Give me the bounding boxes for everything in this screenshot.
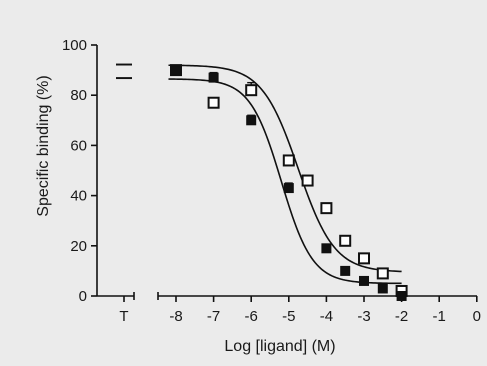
fit-curves xyxy=(168,64,402,285)
x-tick-label: -6 xyxy=(245,308,258,325)
fit-curve-series-1 xyxy=(168,64,402,273)
y-tick-label: 40 xyxy=(70,188,87,205)
point-open-square xyxy=(282,154,295,167)
point-open-square xyxy=(207,96,220,109)
point-open-square xyxy=(301,174,314,187)
x-tick-label: -8 xyxy=(169,308,182,325)
y-tick-label: 100 xyxy=(62,37,87,54)
point-filled-square xyxy=(377,283,388,294)
point-filled-square xyxy=(321,243,332,254)
point-open-square xyxy=(245,84,258,97)
x-tick-label-total: T xyxy=(119,308,128,325)
point-filled-square xyxy=(283,183,294,194)
point-open-square xyxy=(339,234,352,247)
point-open-square xyxy=(358,252,370,265)
point-filled-square xyxy=(340,265,351,276)
axes: 0 20 40 60 80 100 T -8 -7 -6 -5 -4 -3 -2 -1 0 xyxy=(62,37,481,325)
point-filled-square xyxy=(171,65,181,76)
data-points xyxy=(170,64,408,301)
y-tick-label: 80 xyxy=(70,87,87,104)
point-open-square xyxy=(376,267,389,280)
x-tick-label: -4 xyxy=(320,308,333,325)
point-filled-square xyxy=(208,72,219,83)
x-tick-label: -7 xyxy=(207,308,220,325)
x-tick-label: -3 xyxy=(357,308,370,325)
x-tick-label: -5 xyxy=(282,308,295,325)
point-filled-square xyxy=(396,291,407,301)
x-tick-label: 0 xyxy=(473,308,481,325)
y-axis-title: Specific binding (%) xyxy=(35,75,52,216)
point-filled-square xyxy=(246,115,257,126)
y-tick-label: 20 xyxy=(70,238,87,255)
point-filled-square xyxy=(359,275,369,286)
x-tick-label: -2 xyxy=(395,308,408,325)
point-open-square xyxy=(320,202,333,215)
y-tick-label: 60 xyxy=(70,137,87,154)
x-axis-title: Log [ligand] (M) xyxy=(224,338,335,355)
x-tick-label: -1 xyxy=(433,308,446,325)
y-tick-label: 0 xyxy=(79,288,87,305)
